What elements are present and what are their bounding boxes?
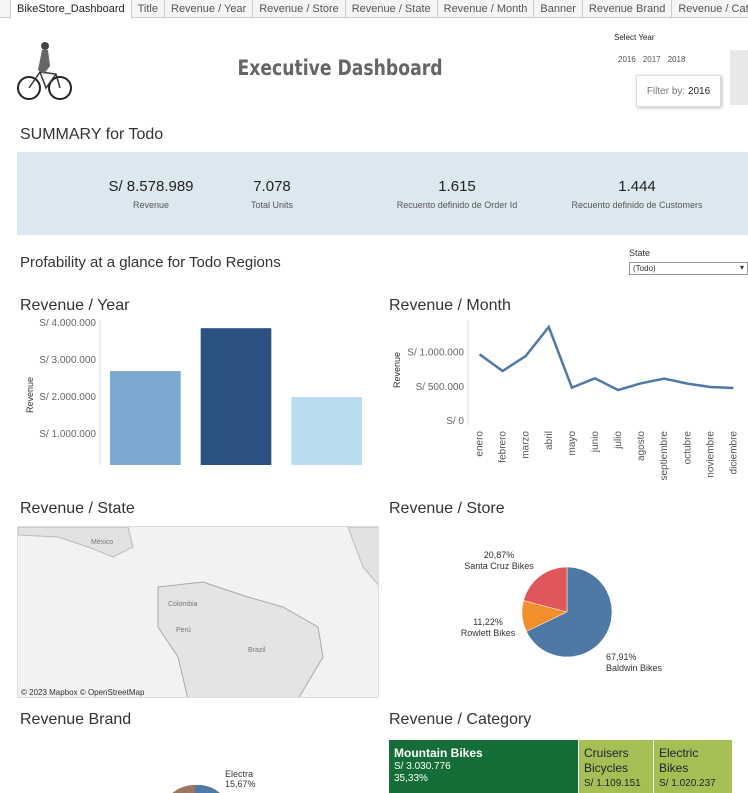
- x-tick-label: marzo: [521, 431, 532, 459]
- pie-pct-label: 11,22%: [473, 617, 503, 627]
- x-tick-label: febrero: [498, 431, 509, 463]
- state-dropdown[interactable]: (Todo) ▾: [629, 262, 748, 275]
- revenue-store-pie: 67,91%Baldwin Bikes 11,22%Rowlett Bikes 20…: [461, 550, 663, 673]
- tab-revenue-brand[interactable]: Revenue Brand: [583, 0, 673, 18]
- revenue-line: [478, 324, 734, 392]
- state-dropdown-value: (Todo): [633, 264, 656, 273]
- map-label-colombia: Colombia: [168, 601, 198, 608]
- y-tick-label: S/ 1.000.000: [407, 348, 464, 359]
- tab-revenue-month[interactable]: Revenue / Month: [438, 0, 535, 18]
- revenue-state-map[interactable]: México Colombia Perú Brazil © 2023 Mapbo…: [17, 526, 379, 698]
- brand-label-electra: Electra 15,67%: [225, 769, 256, 789]
- x-tick-label: abril: [544, 431, 555, 450]
- pie-slice-santa-cruz-bikes: [523, 566, 568, 613]
- bar-2016: [110, 371, 181, 465]
- filter-label: Filter by:: [646, 86, 686, 97]
- revenue-state-title: Revenue / State: [20, 500, 135, 517]
- revenue-category-treemap: Mountain Bikes S/ 3.030.776 35,33% Cruiser…: [389, 740, 748, 793]
- x-tick-label: diciembre: [728, 431, 739, 475]
- select-year-label: Select Year: [614, 33, 655, 42]
- pie-name-label: Rowlett Bikes: [461, 628, 516, 638]
- dashboard-title: Executive Dashboard: [237, 56, 443, 80]
- kpi-label: Revenue: [132, 200, 170, 210]
- pie-name-label: Baldwin Bikes: [606, 663, 663, 673]
- revenue-year-title: Revenue / Year: [20, 297, 130, 314]
- map-land-shapes: [18, 527, 378, 697]
- x-tick-label: enero: [475, 431, 486, 457]
- kpi-panel: S/ 8.578.989 Revenue 7.078 Total Units 1.615…: [17, 152, 748, 235]
- x-tick-label: mayo: [567, 431, 578, 456]
- y-tick-label: S/ 1.000.000: [39, 429, 96, 440]
- tab-title[interactable]: Title: [132, 0, 165, 18]
- pie-pct-label: 20,87%: [484, 550, 515, 560]
- y-tick-label: S/ 2.000.000: [39, 392, 96, 403]
- year-option-2018[interactable]: 2018: [667, 55, 686, 64]
- map-label-mexico: México: [91, 539, 114, 546]
- scroll-panel: [730, 50, 748, 105]
- kpi-value: 7.078: [253, 178, 291, 195]
- bar-2017: [200, 328, 272, 465]
- kpi-value: 1.444: [618, 178, 656, 195]
- filter-value: 2016: [687, 86, 711, 97]
- kpi-label: Recuento definido de Order Id: [396, 200, 518, 210]
- revenue-category-title: Revenue / Category: [389, 711, 532, 728]
- tab-revenue-store[interactable]: Revenue / Store: [253, 0, 346, 18]
- x-tick-label: julio: [613, 431, 624, 450]
- y-tick-label: S/ 0: [446, 416, 464, 427]
- revenue-brand-pie: [172, 785, 220, 793]
- cyclist-logo-icon: [17, 42, 72, 100]
- tab-revenue-category[interactable]: Revenue / Category: [672, 0, 748, 18]
- pie-slice-electra: [195, 785, 220, 793]
- map-attribution[interactable]: © 2023 Mapbox © OpenStreetMap: [21, 688, 145, 697]
- revenue-store-title: Revenue / Store: [389, 500, 505, 517]
- kpi-value: 1.615: [438, 178, 476, 195]
- summary-title: SUMMARY for Todo: [20, 126, 164, 143]
- map-label-peru: Perú: [176, 627, 191, 634]
- year-option-2016[interactable]: 2016: [618, 55, 636, 64]
- kpi-label: Recuento definido de Customers: [571, 200, 703, 210]
- tab-revenue-state[interactable]: Revenue / State: [346, 0, 438, 18]
- y-tick-label: S/ 3.000.000: [39, 355, 96, 366]
- sheet-tabs: BikeStore_Dashboard Title Revenue / Year Re…: [0, 0, 748, 18]
- pie-pct-label: 67,91%: [606, 652, 637, 662]
- x-tick-label: junio: [590, 431, 601, 454]
- x-tick-label: septiembre: [659, 431, 670, 480]
- treemap-cruisers-bicycles[interactable]: Cruisers Bicycles S/ 1.109.151: [579, 740, 653, 793]
- kpi-value: S/ 8.578.989: [108, 178, 194, 195]
- bar-2018: [291, 397, 362, 465]
- pie-name-label: Santa Cruz Bikes: [464, 561, 534, 571]
- kpi-label: Total Units: [250, 200, 294, 210]
- treemap-mountain-bikes[interactable]: Mountain Bikes S/ 3.030.776 35,33%: [389, 740, 578, 793]
- x-tick-label: octubre: [682, 431, 693, 465]
- profitability-title: Profability at a glance for Todo Regions: [20, 254, 281, 271]
- tab-banner[interactable]: Banner: [534, 0, 583, 18]
- y-tick-label: S/ 500.000: [416, 382, 465, 393]
- state-filter-label: State: [629, 248, 651, 258]
- filter-by-box[interactable]: Filter by: 2016: [636, 75, 721, 107]
- tab-revenue-year[interactable]: Revenue / Year: [165, 0, 254, 18]
- revenue-month-title: Revenue / Month: [389, 297, 511, 314]
- revenue-month-chart: S/ 0 S/ 500.000 S/ 1.000.000 Revenue enero fe…: [392, 320, 739, 480]
- x-tick-label: agosto: [636, 431, 647, 461]
- y-axis-title: Revenue: [25, 377, 35, 413]
- x-tick-label: noviembre: [705, 431, 716, 478]
- pie-slice-baldwin-bikes: [526, 566, 613, 658]
- y-axis-title: Revenue: [392, 352, 402, 388]
- map-label-brazil: Brazil: [248, 647, 266, 654]
- treemap-electric-bikes[interactable]: Electric Bikes S/ 1.020.237: [654, 740, 732, 793]
- y-tick-label: S/ 4.000.000: [39, 318, 96, 329]
- year-option-2017[interactable]: 2017: [642, 55, 661, 64]
- chevron-down-icon: ▾: [739, 263, 744, 272]
- revenue-brand-title: Revenue Brand: [20, 711, 132, 728]
- tab-bikestore-dashboard[interactable]: BikeStore_Dashboard: [10, 0, 132, 18]
- pie-slice-brand: [172, 785, 195, 793]
